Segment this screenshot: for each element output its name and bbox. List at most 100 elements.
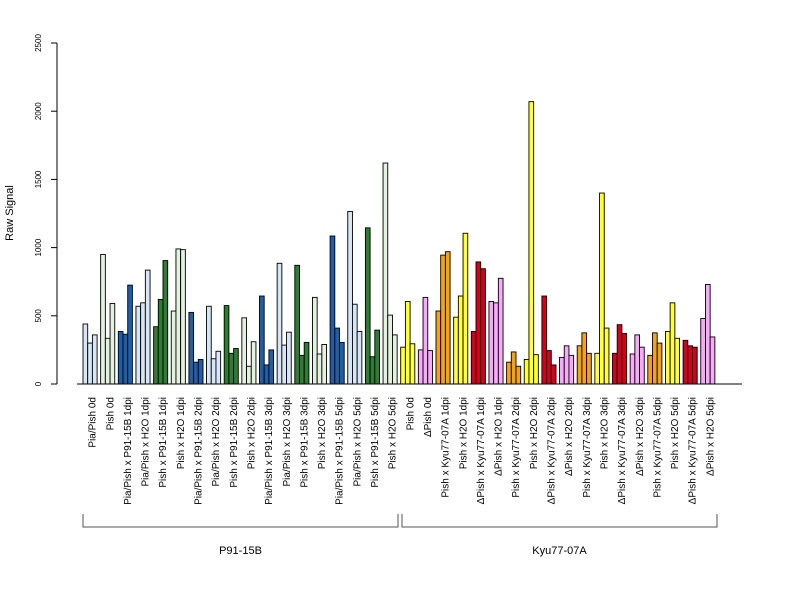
bar: [435, 310, 442, 385]
bar: [241, 317, 248, 385]
bar: [422, 296, 429, 385]
bars-layer: [82, 101, 716, 385]
bar-group-pish-x-kyu77-07a-5dpi: [682, 339, 698, 385]
bar: [299, 354, 305, 385]
bar: [392, 334, 398, 385]
x-tick-label: Pia/Pish x H2O 1dpi: [141, 397, 152, 487]
y-axis-label: Raw Signal: [4, 185, 16, 241]
bar: [705, 283, 711, 385]
x-tick-label: ΔPish x Kyu77-07A 2dpi: [547, 397, 558, 504]
bar-group-pia-pish-x-p91-15b-5dpi: [329, 235, 345, 385]
bar-group-pish-x-h2o-5dpi: [382, 162, 398, 385]
bar: [210, 358, 217, 385]
group-bracket: [82, 514, 399, 528]
bar: [193, 361, 199, 385]
bar: [294, 264, 300, 385]
x-tick-label: ΔPish x Kyu77-07A 1dpi: [476, 397, 487, 504]
bar: [347, 211, 353, 385]
bar-group-pish-0d: [400, 301, 416, 385]
x-tick-label: Pish x Kyu77-07A 1dpi: [441, 397, 452, 498]
bar-group-pish-x-h2o-2dpi: [559, 345, 575, 385]
bar: [286, 331, 292, 385]
bar: [462, 232, 469, 385]
bar-group-pia-pish-x-h2o-3dpi: [276, 262, 292, 385]
x-tick-label: Pish x H2O 1dpi: [458, 397, 469, 469]
bar: [576, 345, 583, 385]
bar: [316, 353, 323, 385]
x-tick-label: Pish x Kyu77-07A 2dpi: [511, 397, 522, 498]
bar: [369, 356, 376, 385]
bar: [215, 350, 222, 385]
bar: [382, 162, 389, 385]
bar-group-pish-x-h2o-1dpi: [170, 248, 186, 385]
bar: [599, 192, 605, 385]
bar: [250, 341, 257, 385]
bar: [268, 349, 275, 385]
group-label: Kyu77-07A: [532, 545, 587, 557]
bar: [559, 356, 565, 385]
x-tick-label: Pish x P91-15B 2dpi: [229, 397, 240, 488]
x-tick-label: Pish 0d: [105, 397, 116, 430]
bar: [550, 364, 557, 385]
bar-group-pish-x-h2o-3dpi: [629, 334, 645, 385]
bar: [656, 342, 663, 385]
bar: [153, 326, 159, 385]
bar: [594, 352, 600, 385]
bar: [497, 277, 504, 385]
bar: [127, 284, 133, 385]
bar: [140, 302, 146, 385]
bar: [700, 318, 706, 385]
bar: [104, 337, 111, 385]
bar: [109, 303, 116, 385]
bar-group-pish-x-h2o-5dpi: [665, 302, 680, 385]
group-label: P91-15B: [219, 545, 262, 557]
bar: [541, 295, 548, 385]
bar: [528, 101, 535, 385]
bar-group-pish-x-h2o-2dpi: [241, 317, 257, 385]
bar-group-pia-pish-x-p91-15b-2dpi: [188, 311, 204, 385]
x-tick-label: Pish x H2O 5dpi: [388, 397, 399, 469]
bar-group-pish-x-kyu77-07a-5dpi: [647, 332, 663, 385]
x-tick-labels: Pia/Pish 0d Pish 0d Pia/Pish x P91-15B 1dp…: [88, 397, 717, 505]
bar: [259, 295, 265, 385]
bar: [100, 253, 106, 385]
bar-group-pish-0d: [100, 253, 116, 385]
bar-group-pish-x-p91-15b-2dpi: [223, 305, 239, 385]
bar-group-pish-x-h2o-1dpi: [453, 232, 469, 385]
x-tick-label: Pish x P91-15B 3dpi: [299, 397, 310, 488]
bar: [475, 261, 482, 385]
group-brackets: P91-15B Kyu77-07A: [82, 514, 718, 557]
bar: [404, 301, 411, 385]
x-tick-label: ΔPish x H2O 5dpi: [705, 397, 716, 476]
bar: [692, 346, 698, 385]
x-tick-label: Pish x P91-15B 5dpi: [370, 397, 381, 488]
bar: [263, 364, 270, 385]
bar: [546, 350, 552, 385]
bar: [563, 345, 570, 385]
x-tick-label: Pia/Pish x H2O 2dpi: [211, 397, 222, 487]
x-tick-label: ΔPish x H2O 1dpi: [494, 397, 505, 476]
x-tick-label: Pish x Kyu77-07A 3dpi: [582, 397, 593, 498]
bar: [233, 348, 239, 385]
x-tick-label: Pish x H2O 2dpi: [246, 397, 257, 469]
bar: [586, 352, 592, 385]
bar-group-pish-x-h2o-2dpi: [523, 101, 539, 385]
bar: [515, 365, 522, 385]
x-tick-label: ΔPish 0d: [423, 397, 434, 437]
bar-group-pish-x-p91-15b-1dpi: [153, 260, 169, 385]
x-tick-label: Pia/Pish x P91-15B 1dpi: [123, 397, 134, 505]
x-tick-label: Pia/Pish x P91-15B 2dpi: [194, 397, 205, 505]
bar: [669, 302, 676, 385]
y-tick-label: 1500: [34, 170, 43, 188]
bar-group-pish-x-kyu77-07a-3dpi: [612, 324, 628, 385]
bar: [206, 305, 212, 385]
bar: [417, 349, 424, 385]
bar: [144, 269, 151, 385]
y-tick-label: 500: [34, 309, 43, 323]
bar: [223, 305, 230, 385]
x-tick-label: ΔPish x H2O 2dpi: [564, 397, 575, 476]
bar: [303, 341, 310, 385]
bar-group-pia-pish-x-h2o-2dpi: [206, 305, 222, 385]
bar: [603, 327, 610, 385]
